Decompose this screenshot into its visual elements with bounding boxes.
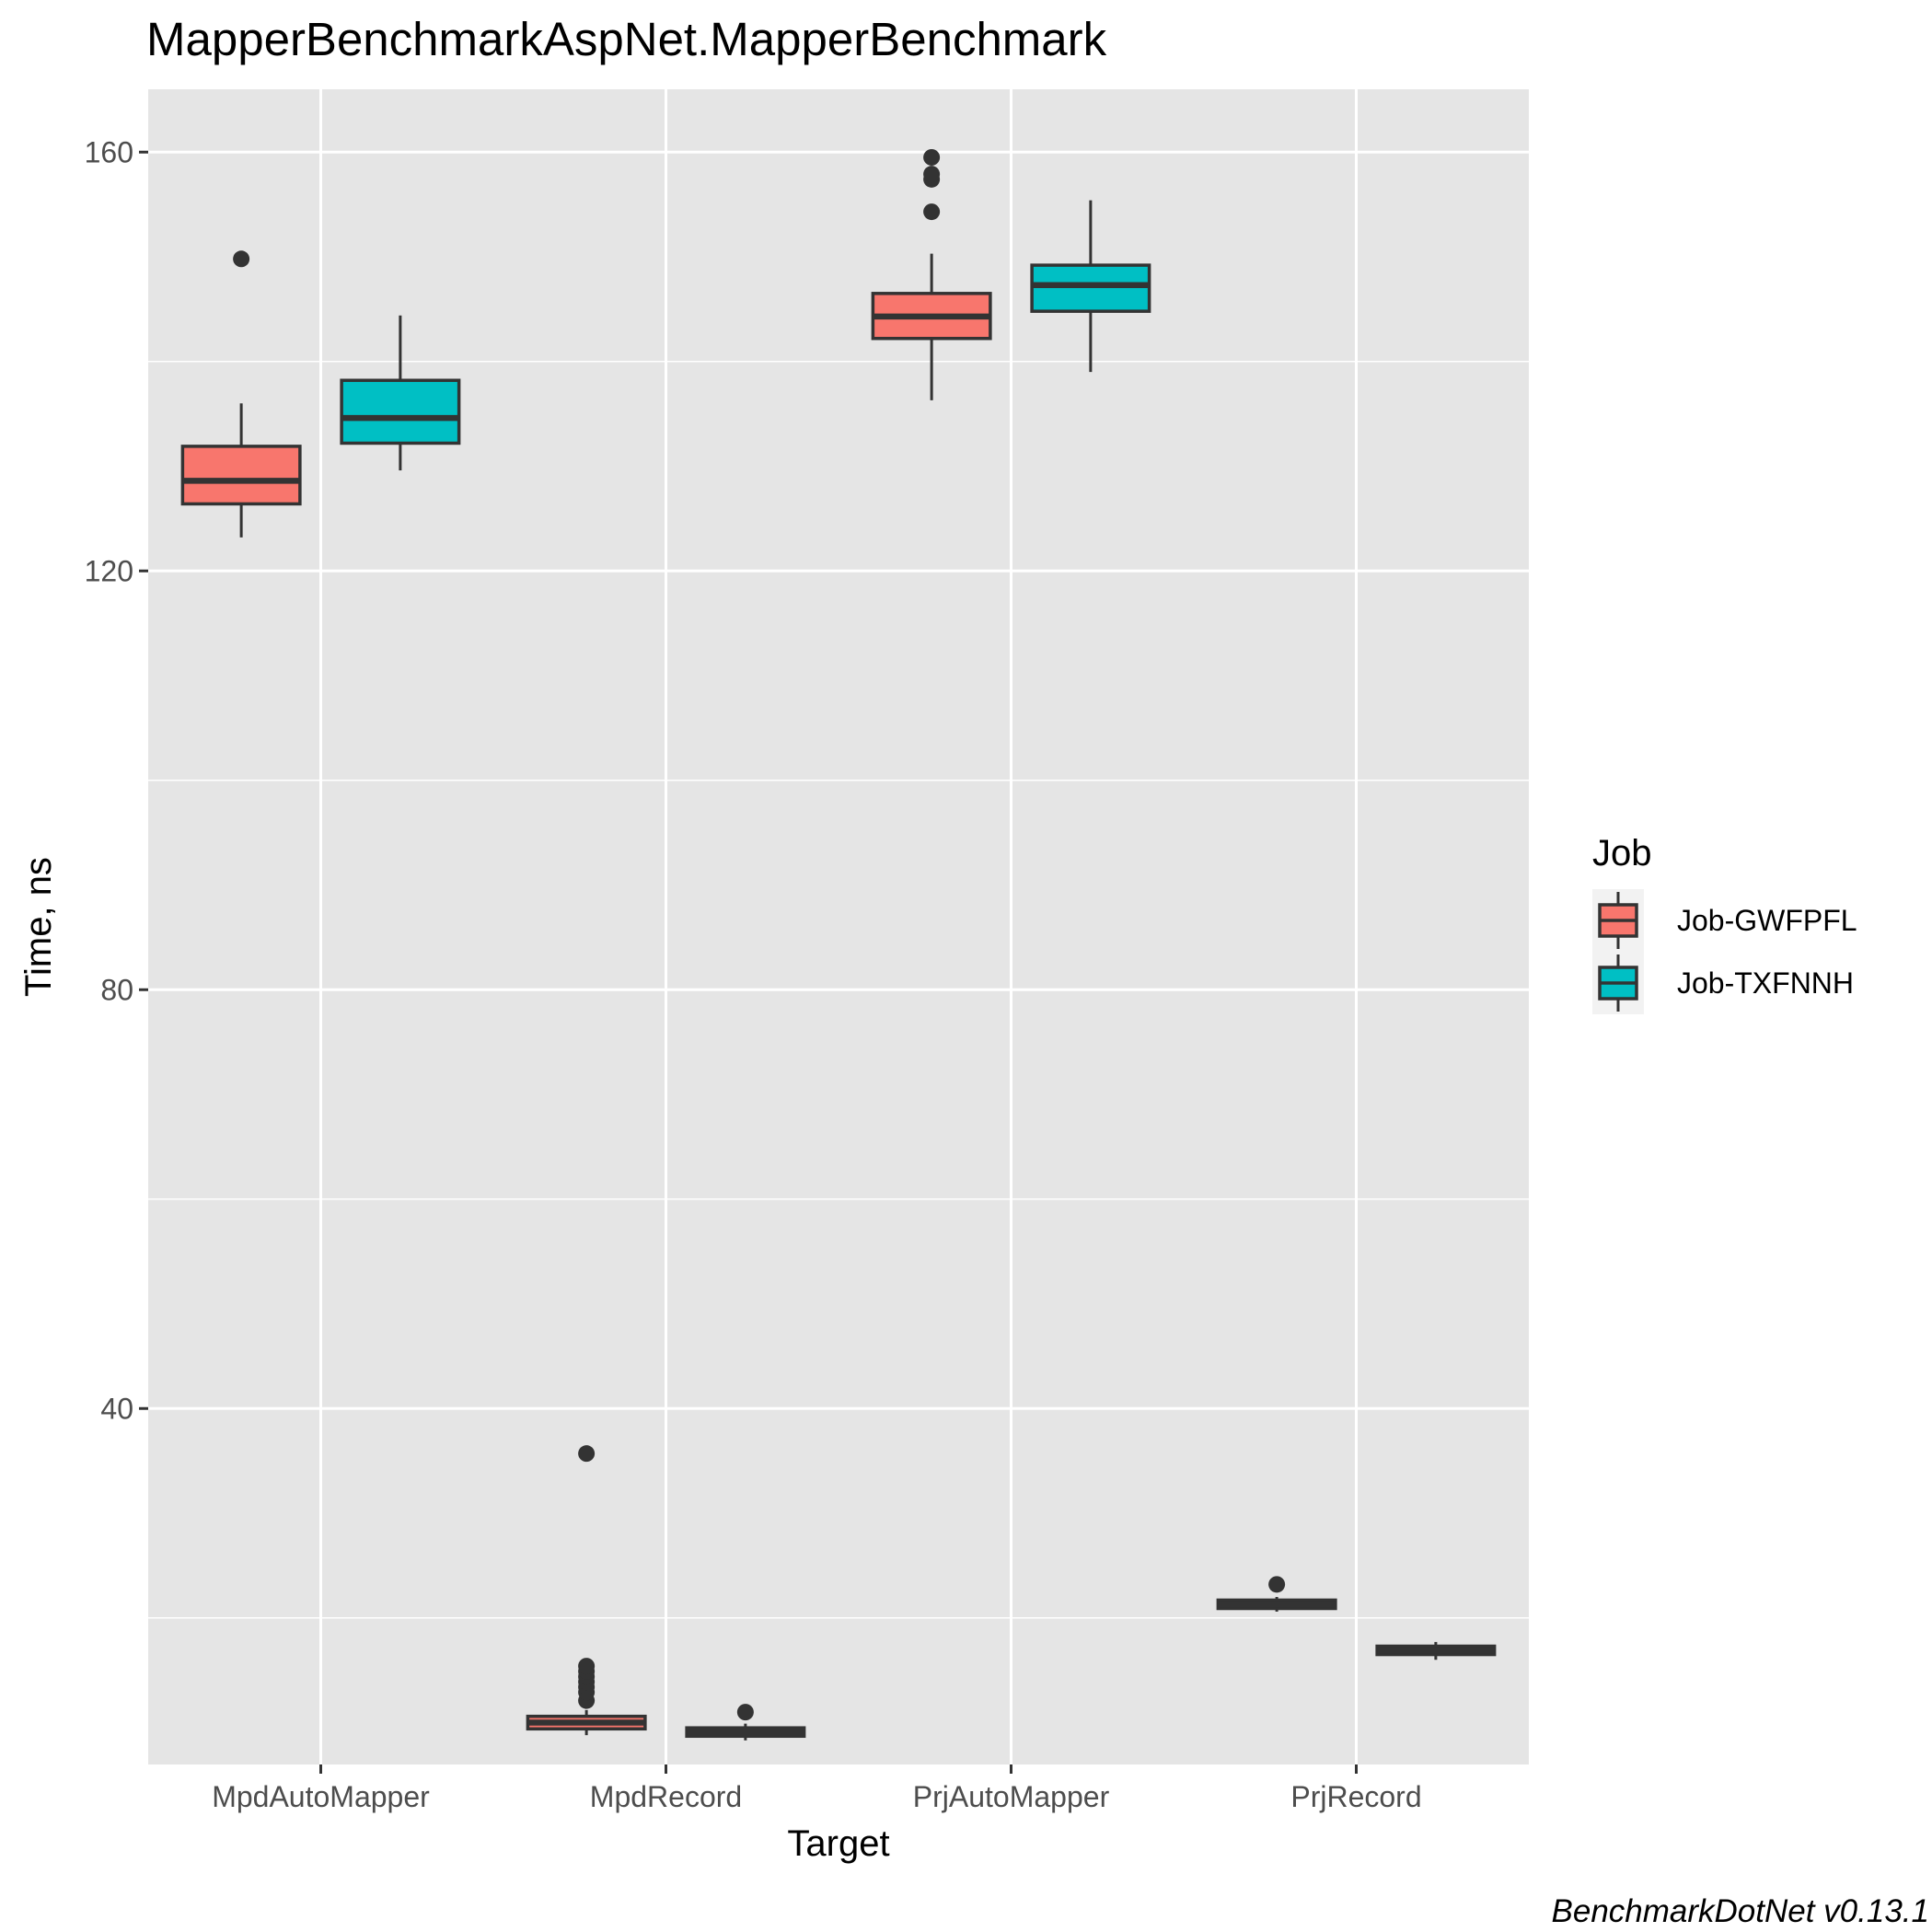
y-tick-label: 160	[85, 135, 133, 168]
x-tick-label: PrjAutoMapper	[913, 1780, 1110, 1813]
box-PrjAutoMapper-Job-TXFNNH	[1030, 200, 1151, 373]
box-MpdRecord-Job-GWFPFL	[526, 1445, 647, 1736]
outlier-point	[923, 148, 941, 166]
box-PrjAutoMapper-Job-GWFPFL	[871, 148, 992, 400]
legend: Job Job-GWFPFL Job-TXFNNH	[1592, 833, 1857, 1014]
y-tick-label: 120	[85, 554, 133, 587]
legend-item-Job-GWFPFL: Job-GWFPFL	[1592, 889, 1857, 952]
y-axis: 40 80 120 160	[85, 135, 148, 1425]
caption: BenchmarkDotNet v0.13.1	[1552, 1893, 1929, 1929]
outlier-point	[736, 1704, 754, 1721]
box-plots	[180, 148, 1497, 1741]
outlier-point	[233, 250, 250, 268]
box-body	[340, 378, 461, 445]
box-PrjRecord-Job-GWFPFL	[1216, 1576, 1337, 1612]
outlier-point	[578, 1658, 596, 1675]
box-MpdAutoMapper-Job-TXFNNH	[340, 315, 461, 471]
legend-label: Job-TXFNNH	[1677, 966, 1854, 1000]
chart-title: MapperBenchmarkAspNet.MapperBenchmark	[146, 13, 1107, 65]
box-body	[1030, 263, 1151, 313]
outlier-point	[923, 166, 941, 183]
plot-panel	[148, 89, 1529, 1764]
legend-item-Job-TXFNNH: Job-TXFNNH	[1592, 952, 1854, 1014]
x-tick-label: MpdRecord	[590, 1780, 742, 1813]
box-PrjRecord-Job-TXFNNH	[1375, 1641, 1497, 1660]
outlier-point	[923, 203, 941, 221]
x-tick-label: PrjRecord	[1290, 1780, 1421, 1813]
box-MpdAutoMapper-Job-GWFPFL	[180, 250, 302, 538]
y-axis-title: Time, ns	[18, 857, 59, 997]
x-axis: MpdAutoMapper MpdRecord PrjAutoMapper PrjRe…	[212, 1764, 1422, 1813]
legend-label: Job-GWFPFL	[1677, 904, 1857, 937]
outlier-point	[1268, 1576, 1286, 1593]
x-tick-label: MpdAutoMapper	[212, 1780, 430, 1813]
outlier-point	[578, 1445, 596, 1463]
grid-lines	[148, 89, 1529, 1764]
y-tick-label: 80	[100, 973, 133, 1006]
x-axis-title: Target	[787, 1823, 889, 1864]
box-MpdRecord-Job-TXFNNH	[685, 1704, 806, 1741]
y-tick-label: 40	[100, 1392, 133, 1425]
legend-title: Job	[1592, 833, 1652, 873]
box-body	[180, 445, 302, 506]
